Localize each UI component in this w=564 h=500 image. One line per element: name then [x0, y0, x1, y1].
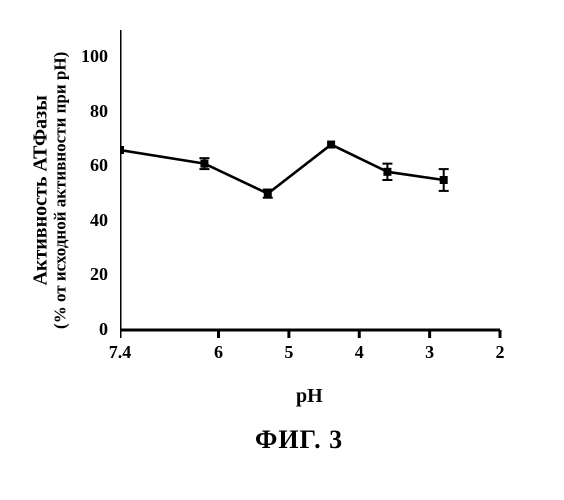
x-tick-label: 2: [480, 342, 520, 363]
x-tick-label: 4: [339, 342, 379, 363]
data-marker: [327, 141, 335, 149]
series-line: [120, 145, 444, 194]
y-tick-label: 0: [70, 319, 108, 340]
y-axis-title-line2: (% от исходной активности при pH): [52, 30, 71, 350]
y-axis-title-line1: Активность АТФазы: [30, 30, 52, 350]
x-tick-label: 6: [199, 342, 239, 363]
y-tick-label: 60: [70, 155, 108, 176]
chart-wrapper: Активность АТФазы (% от исходной активно…: [0, 0, 564, 500]
y-tick-label: 20: [70, 264, 108, 285]
y-tick-label: 40: [70, 210, 108, 231]
y-tick-label: 100: [70, 46, 108, 67]
data-marker: [383, 168, 391, 176]
plot-area: [120, 30, 520, 350]
y-tick-label: 80: [70, 101, 108, 122]
figure-caption: ФИГ. 3: [255, 425, 343, 455]
y-axis-title: Активность АТФазы (% от исходной активно…: [30, 30, 71, 350]
data-marker: [120, 146, 124, 154]
data-marker: [264, 190, 272, 198]
data-marker: [200, 160, 208, 168]
x-tick-label: 3: [410, 342, 450, 363]
x-axis-title: pH: [296, 385, 323, 408]
x-tick-label: 5: [269, 342, 309, 363]
data-marker: [440, 176, 448, 184]
x-tick-label: 7.4: [100, 342, 140, 363]
chart-svg: [120, 30, 520, 350]
